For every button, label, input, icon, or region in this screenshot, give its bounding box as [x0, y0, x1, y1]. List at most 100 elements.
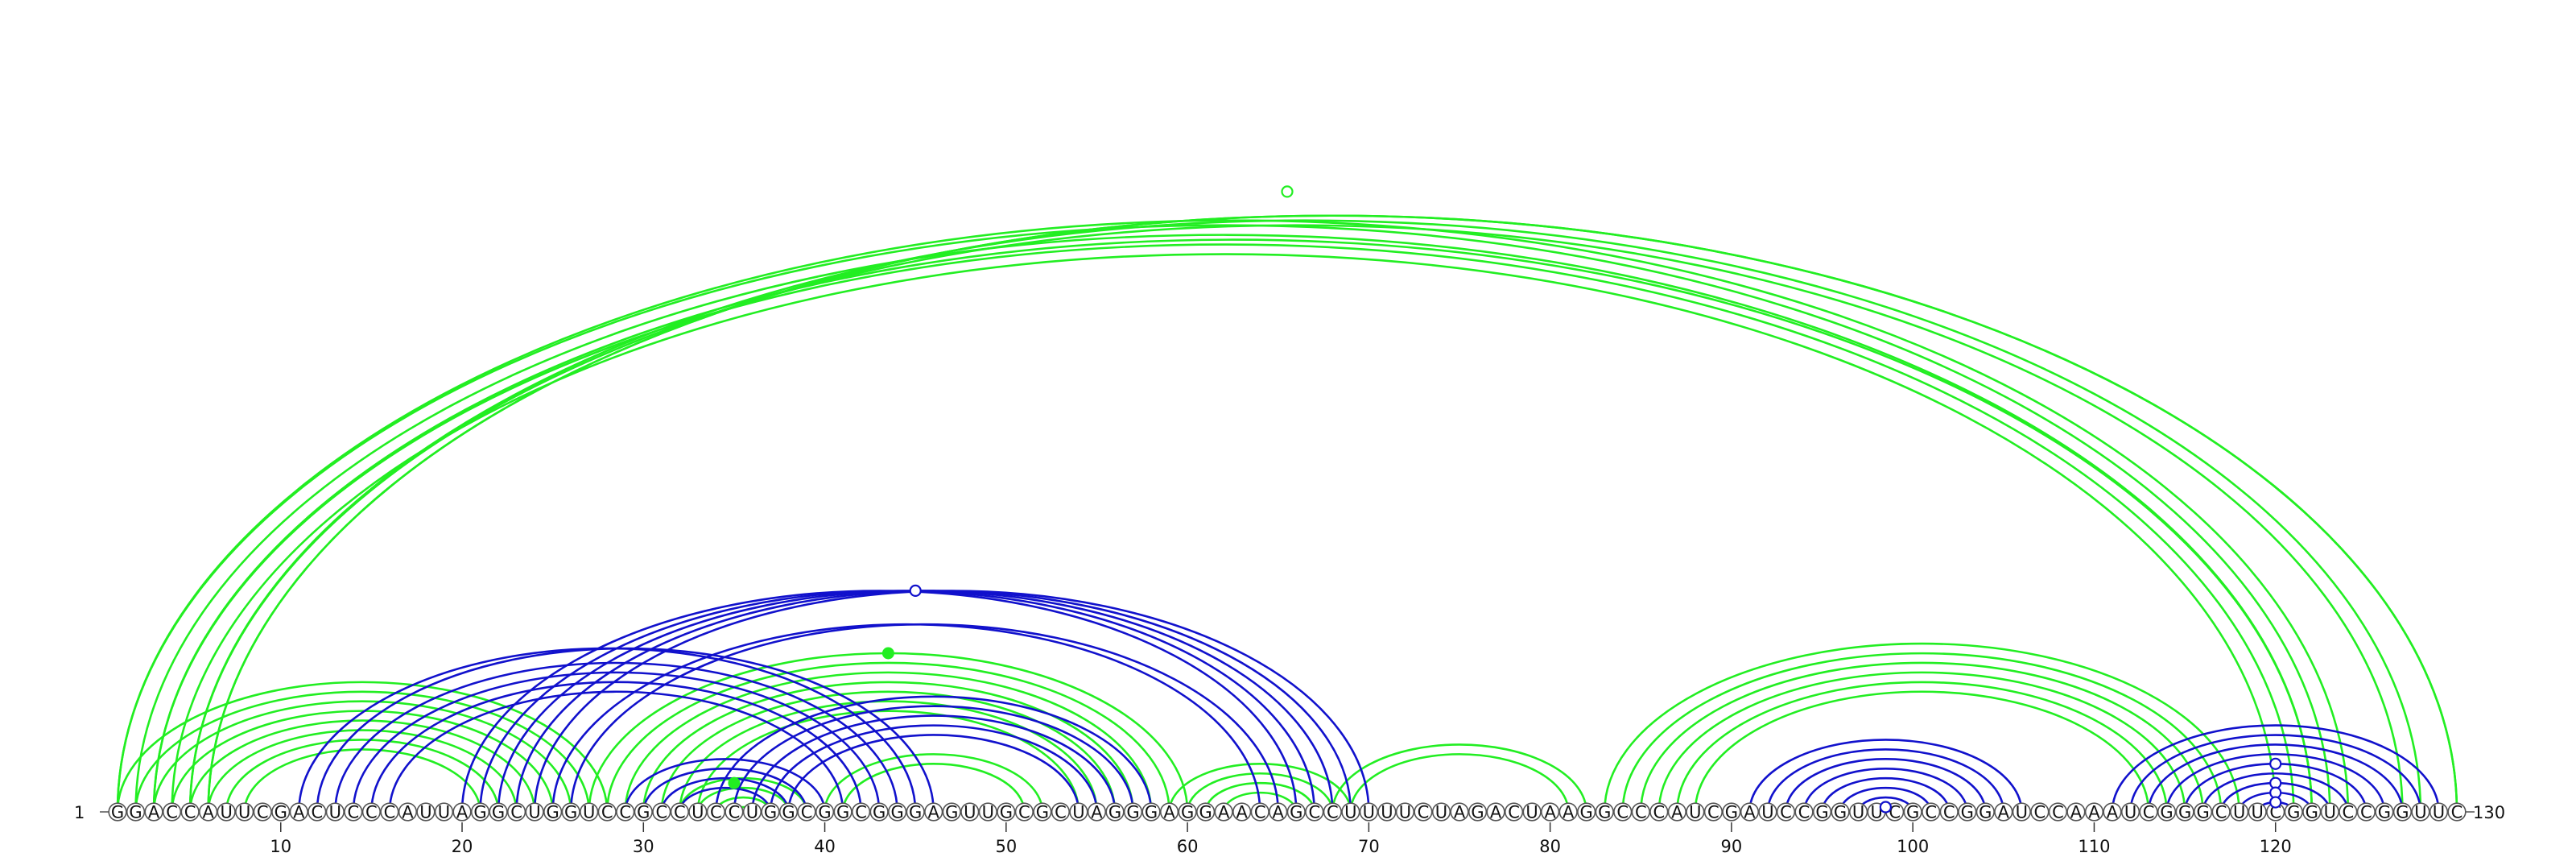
nucleotide-circle [924, 802, 943, 822]
position-label: 110 [2078, 837, 2110, 856]
nucleotide-letter: U [1363, 803, 1375, 822]
blue-arc [388, 690, 844, 813]
nucleotide-letter: G [818, 803, 831, 822]
nucleotide-letter: C [674, 803, 686, 822]
nucleotide-circle [1939, 802, 1959, 822]
nucleotide-letter: G [945, 803, 958, 822]
nucleotide-circle [1033, 802, 1052, 822]
nucleotide-letter: G [1961, 803, 1974, 822]
blue-arc [1748, 739, 2023, 813]
blue-arc [370, 681, 862, 813]
nucleotide-letter: A [1454, 803, 1466, 822]
nucleotide-circle [1849, 802, 1868, 822]
nucleotide-circle [1722, 802, 1741, 822]
blue-arc [1802, 767, 1969, 813]
nucleotide-letter: G [891, 803, 904, 822]
nucleotide-letter: G [1580, 803, 1593, 822]
nucleotide-letter: G [2287, 803, 2300, 822]
nucleotide-circle [1468, 802, 1488, 822]
nucleotide-letter: G [564, 803, 577, 822]
nucleotide-circle [325, 802, 345, 822]
nucleotide-letter: G [637, 803, 650, 822]
blue-arc [533, 590, 1370, 813]
position-label: 20 [452, 837, 473, 856]
nucleotide-letter: C [619, 803, 631, 822]
nucleotide-circle [1395, 802, 1415, 822]
nucleotide-circle [1812, 802, 1832, 822]
nucleotide-letter: U [2233, 803, 2245, 822]
nucleotide-circle [271, 802, 291, 822]
nucleotide-letter: C [1653, 803, 1665, 822]
nucleotide-letter: C [855, 803, 867, 822]
nucleotide-letter: C [2052, 803, 2064, 822]
nucleotide-circle [1250, 802, 1269, 822]
nucleotide-letter: U [1381, 803, 1393, 822]
nucleotide-circle [452, 802, 472, 822]
nucleotide-circle [1958, 802, 1977, 822]
nucleotide-circle [1269, 802, 1288, 822]
nucleotide-letter: G [1126, 803, 1139, 822]
nucleotide-circle [1831, 802, 1850, 822]
nucleotide-letter: A [1236, 803, 1248, 822]
nucleotide-letter: U [528, 803, 540, 822]
nucleotide-letter: G [1906, 803, 1919, 822]
nucleotide-letter: U [964, 803, 976, 822]
nucleotide-circle [1631, 802, 1650, 822]
nucleotide-circle [1740, 802, 1760, 822]
nucleotide-letter: C [1925, 803, 1937, 822]
nucleotide-letter: C [365, 803, 378, 822]
nucleotide-circle [1504, 802, 1524, 822]
nucleotide-letter: A [148, 803, 160, 822]
nucleotide-letter: G [129, 803, 142, 822]
nucleotide-letter: A [2070, 803, 2083, 822]
nucleotide-circle [1286, 802, 1306, 822]
nucleotide-circle [380, 802, 399, 822]
nucleotide-letter: C [166, 803, 178, 822]
blue-arc [751, 714, 1117, 813]
nucleotide-circle [470, 802, 490, 822]
green-arc [118, 226, 2330, 812]
nucleotide-circle [1105, 802, 1125, 822]
nucleotide-circle [1613, 802, 1633, 822]
nucleotide-circle [1758, 802, 1777, 822]
nucleotide-letter: A [1273, 803, 1285, 822]
nucleotide-letter: G [1725, 803, 1738, 822]
nucleotide-circle [126, 802, 146, 822]
green-arc [660, 690, 1117, 813]
nucleotide-circle [398, 802, 418, 822]
nucleotide-letter: C [2215, 803, 2227, 822]
blue-arc [2202, 772, 2350, 813]
nucleotide-letter: C [710, 803, 722, 822]
nucleotide-circle [597, 802, 617, 822]
blue-hollow-marker [909, 584, 922, 597]
blue-arc [1839, 787, 1933, 813]
nucleotide-letter: G [2196, 803, 2209, 822]
blue-arc [316, 647, 935, 813]
nucleotide-circle [1577, 802, 1596, 822]
nucleotide-letter: G [1815, 803, 1828, 822]
position-label: 80 [1539, 837, 1561, 856]
nucleotide-letter: G [2178, 803, 2191, 822]
nucleotide-circle [1975, 802, 1995, 822]
nucleotide-letter: A [202, 803, 214, 822]
nucleotide-circle [1450, 802, 1469, 822]
nucleotide-circle [2175, 802, 2194, 822]
nucleotide-letter: U [1761, 803, 1773, 822]
green-arc [188, 219, 2422, 813]
nucleotide-letter: G [1036, 803, 1049, 822]
nucleotide-letter: G [1834, 803, 1847, 822]
nucleotide-letter: C [311, 803, 323, 822]
green-arc [116, 681, 609, 813]
nucleotide-circle [815, 802, 835, 822]
green-arc [152, 700, 572, 813]
nucleotide-letter: G [873, 803, 886, 822]
blue-arc [2147, 743, 2404, 813]
nucleotide-letter: G [764, 803, 777, 822]
nucleotide-circle [199, 802, 218, 822]
nucleotide-circle [652, 802, 671, 822]
position-label: 120 [2260, 837, 2292, 856]
nucleotide-circle [2320, 802, 2339, 822]
nucleotide-letter: U [1852, 803, 1864, 822]
nucleotide-circle [724, 802, 744, 822]
